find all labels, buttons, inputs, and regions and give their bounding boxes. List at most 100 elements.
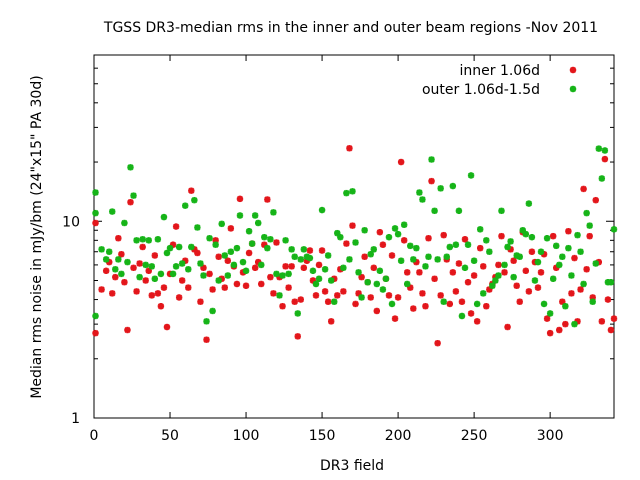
data-point	[586, 222, 593, 229]
data-point	[191, 196, 198, 204]
data-point	[349, 222, 356, 229]
data-point	[595, 145, 602, 152]
data-point	[121, 279, 128, 286]
data-point	[504, 243, 511, 251]
data-point	[300, 264, 308, 272]
data-point	[467, 310, 475, 317]
y-axis-title: Median rms noise in mJy/bm (24"x15" PA 3…	[29, 75, 45, 398]
data-point	[221, 284, 228, 291]
data-point	[160, 284, 168, 291]
data-point	[416, 269, 423, 276]
data-point	[528, 248, 536, 255]
data-point	[282, 237, 289, 244]
data-point	[562, 320, 569, 328]
data-point	[397, 257, 405, 264]
data-point	[577, 248, 584, 255]
data-point	[504, 323, 511, 331]
data-point	[473, 318, 481, 325]
data-point	[419, 196, 426, 203]
data-point	[446, 300, 453, 308]
data-point	[248, 240, 256, 247]
data-point	[352, 239, 359, 246]
data-point	[294, 310, 301, 317]
legend-marker-outer	[569, 85, 577, 93]
data-point	[121, 219, 128, 227]
data-point	[142, 277, 149, 284]
data-point	[543, 235, 551, 242]
data-point	[139, 243, 146, 251]
data-point	[118, 251, 125, 258]
data-point	[610, 315, 618, 322]
data-point	[549, 232, 557, 240]
data-point	[98, 286, 105, 293]
data-point	[480, 290, 487, 297]
data-point	[236, 212, 244, 219]
data-point	[172, 263, 180, 270]
data-point	[324, 252, 332, 259]
data-point	[133, 237, 140, 244]
data-point	[209, 307, 216, 315]
x-tick-label: 50	[161, 428, 179, 444]
data-point	[324, 298, 332, 305]
data-point	[309, 277, 317, 284]
data-point	[321, 288, 329, 295]
data-point	[443, 253, 450, 260]
data-point	[346, 145, 353, 152]
data-point	[522, 267, 530, 275]
data-point	[227, 248, 235, 255]
data-point	[148, 292, 155, 299]
data-point	[188, 243, 195, 251]
data-point	[112, 266, 119, 273]
data-point	[331, 298, 338, 305]
data-point	[343, 189, 350, 197]
data-point	[230, 261, 238, 269]
data-point	[431, 207, 438, 215]
data-point	[510, 257, 517, 264]
data-point	[607, 326, 615, 334]
data-point	[251, 264, 259, 272]
series-outer	[92, 145, 618, 328]
data-point	[297, 256, 304, 263]
data-point	[133, 288, 140, 295]
data-point	[175, 294, 183, 301]
data-point	[346, 256, 353, 263]
data-point	[470, 257, 478, 264]
data-point	[391, 315, 399, 322]
data-point	[264, 244, 271, 252]
data-point	[476, 226, 484, 233]
data-point	[407, 242, 414, 250]
data-point	[343, 240, 350, 247]
data-point	[428, 177, 435, 185]
data-point	[300, 246, 308, 253]
data-point	[440, 298, 447, 305]
data-point	[185, 284, 192, 291]
data-point	[327, 318, 335, 325]
data-point	[498, 232, 505, 240]
data-point	[601, 155, 609, 163]
data-point	[388, 300, 396, 308]
data-point	[455, 207, 463, 215]
data-point	[537, 248, 545, 255]
data-point	[507, 238, 514, 245]
data-point	[109, 290, 116, 297]
data-point	[525, 288, 533, 295]
data-point	[370, 246, 377, 253]
data-point	[92, 329, 99, 337]
data-point	[285, 270, 292, 278]
data-point	[425, 235, 432, 242]
data-point	[559, 253, 566, 260]
data-point	[115, 256, 122, 263]
data-point	[206, 270, 213, 278]
data-point	[291, 253, 298, 260]
data-point	[178, 260, 186, 267]
data-point	[109, 208, 116, 215]
data-point	[92, 219, 99, 227]
data-point	[461, 264, 469, 272]
data-point	[215, 253, 222, 260]
data-point	[239, 258, 247, 266]
data-point	[233, 280, 241, 288]
data-point	[98, 246, 105, 253]
data-point	[486, 248, 493, 255]
data-point	[410, 256, 417, 263]
data-point	[580, 185, 587, 193]
